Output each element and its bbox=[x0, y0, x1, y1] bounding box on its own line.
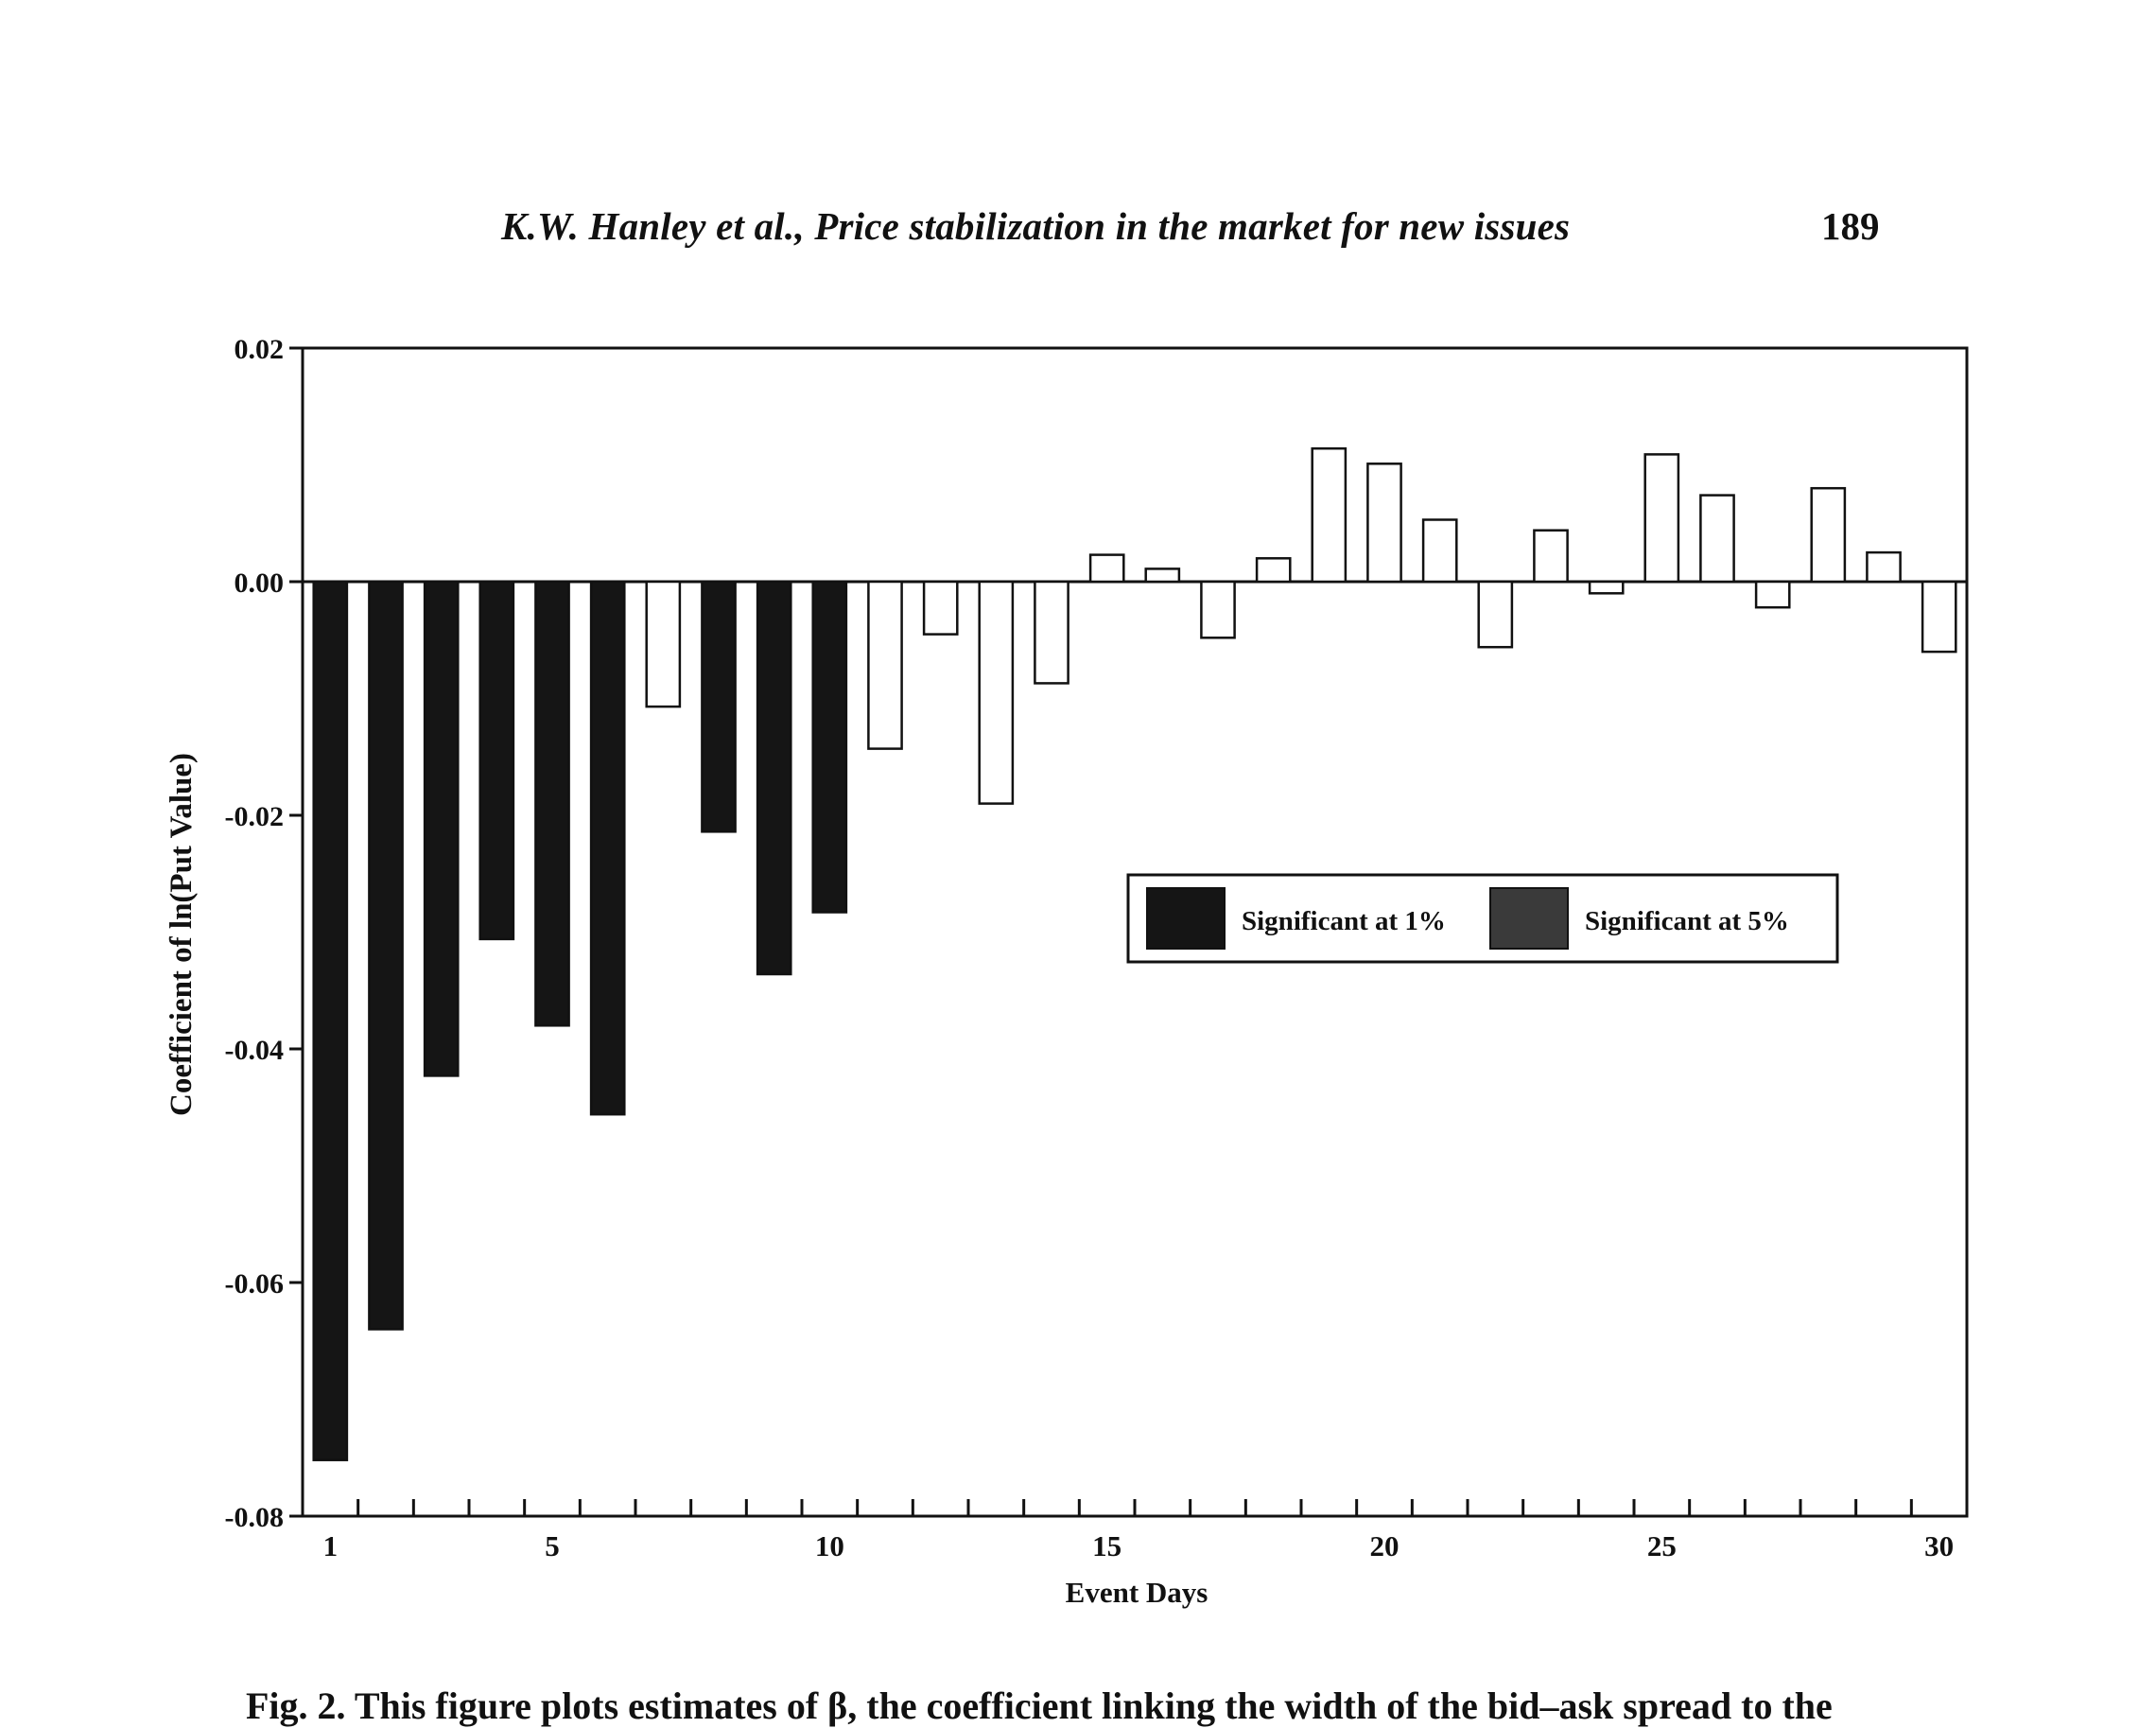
legend-swatch-5pct bbox=[1489, 887, 1569, 950]
bar-day-26 bbox=[1699, 494, 1735, 584]
bar-day-22 bbox=[1477, 580, 1514, 649]
y-tick-label: 0.02 bbox=[235, 334, 285, 365]
bar-day-13 bbox=[978, 580, 1015, 805]
running-head: K.W. Hanley et al., Price stabilization … bbox=[501, 204, 1571, 248]
bar-day-21 bbox=[1421, 518, 1458, 584]
x-tick-label: 20 bbox=[1370, 1529, 1400, 1562]
bar-day-18 bbox=[1255, 557, 1292, 584]
bar-day-5 bbox=[534, 580, 570, 1027]
bar-day-14 bbox=[1034, 580, 1069, 685]
bars-layer bbox=[312, 446, 1957, 1461]
legend-label-5pct: Significant at 5% bbox=[1585, 906, 1789, 936]
legend: Significant at 1% Significant at 5% bbox=[1126, 873, 1839, 964]
bar-day-19 bbox=[1311, 446, 1348, 584]
figure-caption: Fig. 2. This figure plots estimates of β… bbox=[246, 1684, 1833, 1727]
bar-day-11 bbox=[867, 580, 903, 750]
x-tick-label: 15 bbox=[1092, 1529, 1121, 1562]
y-tick-label: -0.08 bbox=[225, 1502, 285, 1533]
bar-day-24 bbox=[1588, 580, 1625, 595]
bar-day-17 bbox=[1200, 580, 1236, 639]
x-tick-label: 25 bbox=[1647, 1529, 1677, 1562]
bar-day-3 bbox=[423, 580, 460, 1077]
axes-layer: 0.020.00-0.02-0.04-0.06-0.081 5 10 15 20 25 30 bbox=[225, 334, 1969, 1562]
bar-day-1 bbox=[312, 580, 349, 1461]
bar-day-4 bbox=[478, 580, 515, 941]
bar-day-20 bbox=[1366, 463, 1402, 584]
bar-day-8 bbox=[701, 580, 737, 833]
y-axis-label: Coefficient of ln(Put Value) bbox=[165, 753, 199, 1116]
y-tick-label: -0.06 bbox=[225, 1268, 285, 1300]
bar-day-7 bbox=[645, 580, 682, 708]
bar-day-16 bbox=[1144, 567, 1181, 584]
bar-day-12 bbox=[922, 580, 959, 636]
bar-day-28 bbox=[1810, 486, 1847, 584]
bar-day-25 bbox=[1643, 453, 1680, 584]
x-tick-label: 30 bbox=[1924, 1529, 1954, 1562]
bar-day-6 bbox=[589, 580, 626, 1116]
page-number: 189 bbox=[1821, 204, 1880, 248]
x-tick-label: 10 bbox=[815, 1529, 844, 1562]
bar-day-15 bbox=[1088, 553, 1125, 584]
y-tick-label: -0.02 bbox=[225, 801, 285, 832]
legend-swatch-1pct bbox=[1146, 887, 1226, 950]
bar-day-29 bbox=[1866, 550, 1902, 584]
bar-day-2 bbox=[368, 580, 404, 1331]
bar-day-10 bbox=[811, 580, 848, 914]
legend-box bbox=[1126, 873, 1839, 964]
bar-day-23 bbox=[1533, 529, 1569, 584]
y-tick-label: 0.00 bbox=[235, 567, 285, 599]
bar-day-9 bbox=[756, 580, 792, 976]
bar-day-27 bbox=[1754, 580, 1791, 609]
bar-day-30 bbox=[1921, 580, 1957, 654]
x-tick-label: 5 bbox=[545, 1529, 560, 1562]
legend-label-1pct: Significant at 1% bbox=[1242, 906, 1446, 936]
x-tick-label: 1 bbox=[323, 1529, 339, 1562]
x-axis-label: Event Days bbox=[1066, 1576, 1208, 1609]
y-tick-label: -0.04 bbox=[225, 1035, 285, 1066]
